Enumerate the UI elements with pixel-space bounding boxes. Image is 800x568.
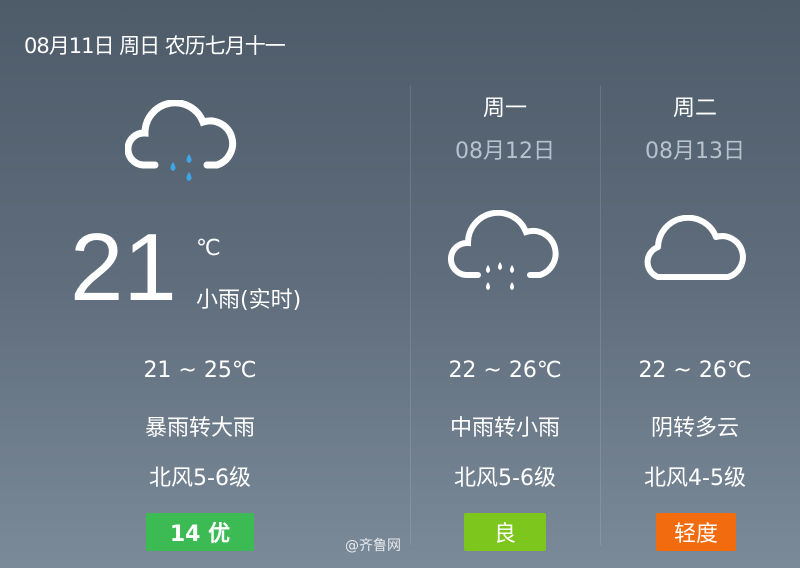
day2-forecast: 阴转多云	[650, 416, 739, 441]
current-condition: 小雨(实时)	[196, 288, 302, 313]
aqi-badge: 14 优	[146, 513, 254, 551]
temp-unit: ℃	[196, 236, 221, 261]
aqi-badge: 良	[464, 513, 546, 551]
divider	[410, 85, 411, 545]
day1-wind: 北风5-6级	[454, 466, 556, 491]
today-range: 21 ~ 25℃	[143, 358, 257, 383]
cloud-rain-icon	[125, 100, 237, 181]
watermark: @齐鲁网	[345, 538, 401, 554]
current-temp: 21	[70, 214, 177, 321]
day2-date: 08月13日	[645, 139, 745, 164]
today-wind: 北风5-6级	[149, 466, 251, 491]
date-header: 08月11日 周日 农历七月十一	[24, 34, 286, 58]
day2-wind: 北风4-5级	[644, 466, 746, 491]
day1-forecast: 中雨转小雨	[449, 416, 560, 441]
day2-range: 22 ~ 26℃	[638, 358, 752, 383]
day1-range: 22 ~ 26℃	[448, 358, 562, 383]
day1-weekday: 周一	[482, 96, 527, 121]
day1-date: 08月12日	[455, 139, 555, 164]
day2-weekday: 周二	[672, 96, 717, 121]
aqi-badge: 轻度	[656, 513, 736, 551]
cloud-rain-icon	[448, 210, 559, 290]
cloud-icon	[644, 215, 746, 280]
today-forecast: 暴雨转大雨	[144, 416, 255, 441]
divider	[600, 85, 601, 545]
